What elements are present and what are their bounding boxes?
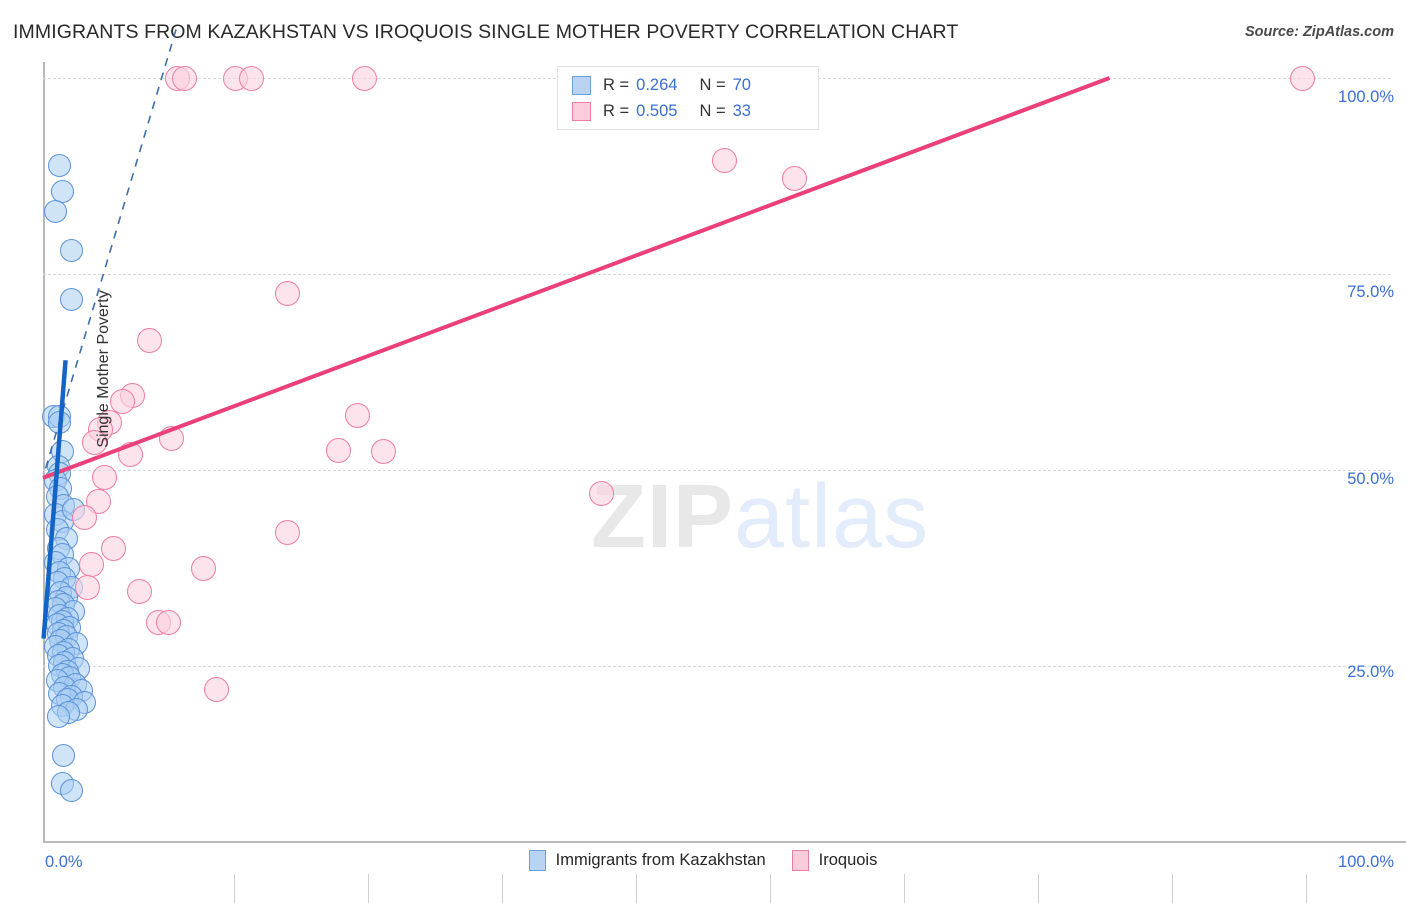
data-point: [351, 65, 377, 91]
x-axis-min-label: 0.0%: [45, 853, 83, 871]
x-tick: [770, 874, 771, 903]
data-point: [79, 551, 105, 577]
data-point: [326, 437, 352, 463]
legend-swatch-iroquois: [791, 850, 809, 871]
data-point: [345, 402, 371, 428]
data-point: [126, 579, 152, 605]
data-point: [44, 199, 68, 223]
legend-item-iroquois[interactable]: Iroquois: [791, 850, 878, 871]
x-axis-line: [43, 841, 1406, 843]
x-tick: [1306, 874, 1307, 903]
data-point: [52, 743, 76, 767]
x-tick: [368, 874, 369, 903]
gridline-25: [43, 666, 1391, 667]
correlation-stats-box: R = 0.264 N = 70 R = 0.505 N = 33: [557, 66, 819, 130]
watermark-zip: ZIP: [591, 467, 735, 567]
data-point: [59, 238, 83, 262]
legend-swatch-kazakhstan: [528, 850, 546, 871]
r-label-pink: R =: [603, 101, 630, 120]
data-point: [159, 426, 184, 452]
page-title: IMMIGRANTS FROM KAZAKHSTAN VS IROQUOIS S…: [13, 21, 959, 43]
data-point: [59, 779, 83, 803]
data-point: [48, 153, 72, 177]
legend-label-kazakhstan: Immigrants from Kazakhstan: [555, 851, 766, 869]
x-axis-max-label: 100.0%: [1338, 853, 1394, 871]
x-tick: [502, 874, 503, 903]
stats-row-iroquois: R = 0.505 N = 33: [572, 98, 751, 124]
gridline-75: [43, 274, 1391, 275]
data-point: [1289, 65, 1315, 91]
data-point: [59, 287, 83, 311]
data-point: [110, 388, 136, 414]
data-point: [137, 328, 163, 354]
n-value-pink: 33: [732, 101, 751, 120]
y-tick-label-50: 50.0%: [1347, 470, 1394, 488]
data-point: [589, 481, 615, 507]
r-value-pink: 0.505: [636, 101, 678, 120]
legend-label-iroquois: Iroquois: [818, 851, 878, 869]
x-tick: [1038, 874, 1039, 903]
r-label-blue: R =: [603, 75, 630, 94]
data-point: [371, 439, 397, 465]
y-axis-title: Single Mother Poverty: [95, 290, 112, 448]
y-tick-label-75: 75.0%: [1347, 283, 1394, 301]
x-tick: [904, 874, 905, 903]
gridline-50: [43, 470, 1391, 471]
data-point: [238, 65, 264, 91]
plot-area: ZIPatlas: [41, 62, 1391, 903]
stats-swatch-pink: [572, 101, 591, 121]
y-tick-label-100: 100.0%: [1338, 88, 1394, 106]
data-point: [101, 535, 127, 561]
r-value-blue: 0.264: [636, 75, 678, 94]
series-legend: Immigrants from Kazakhstan Iroquois: [0, 850, 1406, 871]
n-value-blue: 70: [732, 75, 751, 94]
x-tick: [234, 874, 235, 903]
y-tick-label-25: 25.0%: [1347, 663, 1394, 681]
data-point: [782, 165, 808, 191]
legend-item-kazakhstan[interactable]: Immigrants from Kazakhstan: [528, 850, 766, 871]
data-point: [171, 65, 197, 91]
data-point: [48, 411, 72, 435]
x-tick: [636, 874, 637, 903]
data-point: [274, 281, 300, 307]
n-label-pink: N =: [699, 101, 726, 120]
data-point: [71, 504, 97, 530]
data-point: [203, 677, 229, 703]
data-point: [274, 520, 300, 546]
data-point: [711, 147, 737, 173]
x-tick: [1172, 874, 1173, 903]
watermark-atlas: atlas: [734, 467, 930, 567]
data-point: [117, 441, 143, 467]
n-label-blue: N =: [699, 75, 726, 94]
data-point: [46, 704, 70, 728]
data-point: [191, 555, 217, 581]
data-point: [156, 610, 182, 636]
source-attribution: Source: ZipAtlas.com: [1244, 24, 1394, 40]
data-point: [75, 575, 101, 601]
stats-row-kazakhstan: R = 0.264 N = 70: [572, 72, 751, 98]
stats-swatch-blue: [572, 75, 591, 95]
watermark: ZIPatlas: [591, 466, 929, 569]
